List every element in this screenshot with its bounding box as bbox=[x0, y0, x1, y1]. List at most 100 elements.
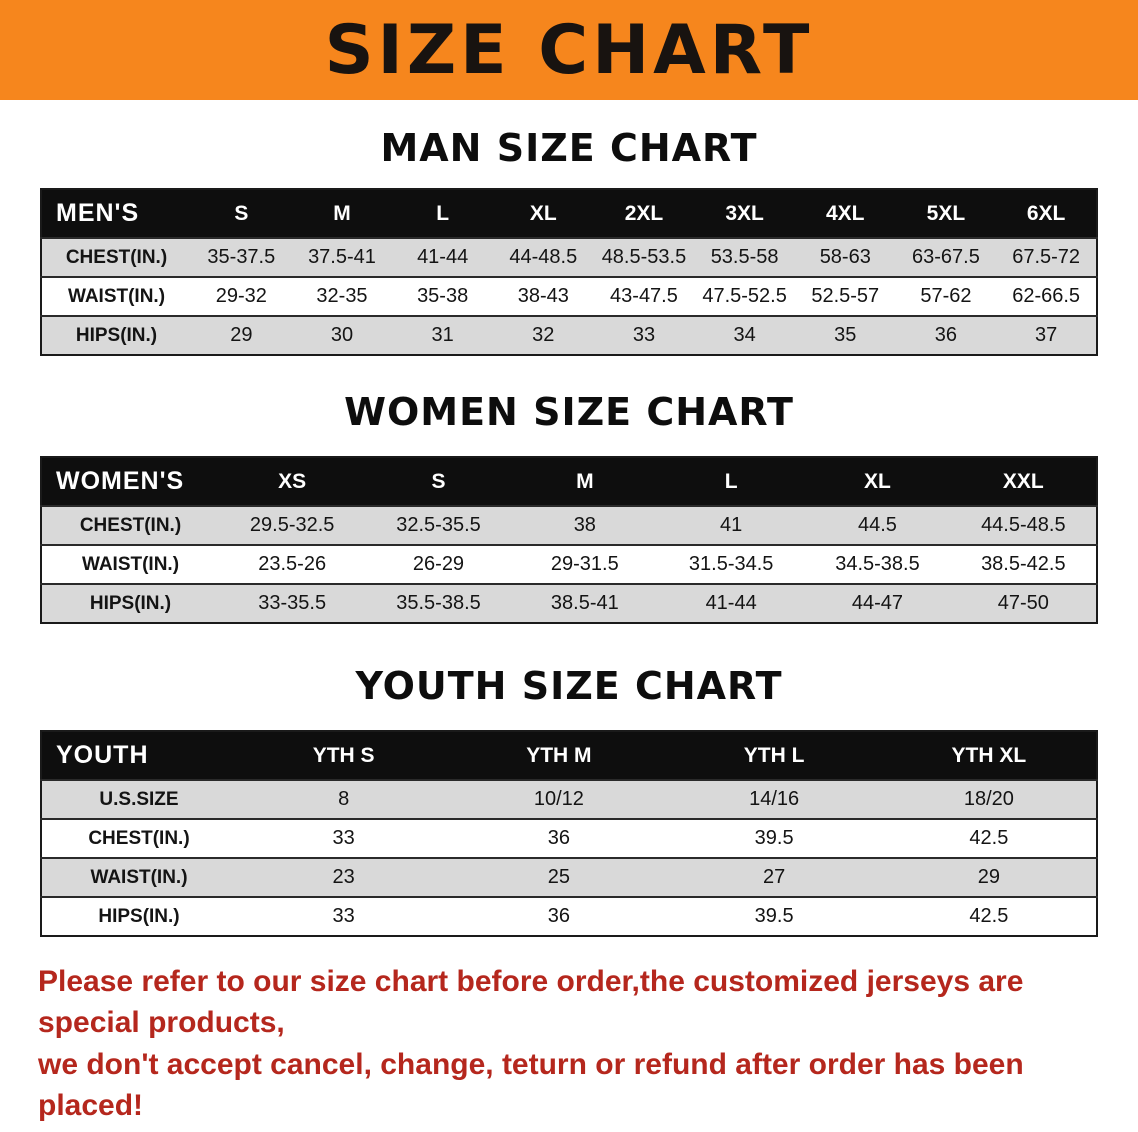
cell-value: 43-47.5 bbox=[593, 276, 695, 316]
cell-value: 29-31.5 bbox=[511, 544, 658, 584]
cell-value: 35-38 bbox=[392, 276, 493, 316]
cell-value: 31 bbox=[392, 315, 493, 355]
cell-value: 36 bbox=[895, 315, 997, 355]
cell-value: 29.5-32.5 bbox=[219, 505, 366, 545]
row-label: HIPS(IN.) bbox=[41, 315, 191, 355]
cell-value: 57-62 bbox=[895, 276, 997, 316]
table-row: U.S.SIZE 8 10/12 14/16 18/20 bbox=[41, 779, 1097, 819]
size-column-header: 3XL bbox=[694, 189, 795, 238]
cell-value: 35-37.5 bbox=[191, 237, 292, 277]
cell-value: 26-29 bbox=[365, 544, 512, 584]
womens-size-chart-table: WOMEN'S XS S M L XL XXL CHEST(IN.) 29.5-32.5 32.5… bbox=[40, 456, 1098, 624]
cell-value: 52.5-57 bbox=[794, 276, 896, 316]
cell-value: 34 bbox=[694, 315, 795, 355]
size-column-header: L bbox=[392, 189, 493, 238]
row-label: CHEST(IN.) bbox=[41, 505, 219, 545]
size-column-header: M bbox=[511, 457, 658, 506]
cell-value: 38.5-42.5 bbox=[950, 544, 1097, 584]
row-label: WAIST(IN.) bbox=[41, 544, 219, 584]
table-corner-label: MEN'S bbox=[41, 189, 191, 238]
table-row: HIPS(IN.) 33-35.5 35.5-38.5 38.5-41 41-44 44-… bbox=[41, 583, 1097, 623]
size-column-header: M bbox=[291, 189, 393, 238]
cell-value: 42.5 bbox=[881, 896, 1097, 936]
cell-value: 29-32 bbox=[191, 276, 292, 316]
cell-value: 23 bbox=[236, 857, 452, 897]
cell-value: 41 bbox=[657, 505, 805, 545]
size-column-header: 6XL bbox=[996, 189, 1097, 238]
cell-value: 32 bbox=[492, 315, 594, 355]
table-row: WAIST(IN.) 23 25 27 29 bbox=[41, 857, 1097, 897]
cell-value: 35.5-38.5 bbox=[365, 583, 512, 623]
table-header-row: YOUTH YTH S YTH M YTH L YTH XL bbox=[41, 731, 1097, 780]
table-row: CHEST(IN.) 29.5-32.5 32.5-35.5 38 41 44.5 44.5… bbox=[41, 505, 1097, 545]
row-label: HIPS(IN.) bbox=[41, 583, 219, 623]
cell-value: 29 bbox=[881, 857, 1097, 897]
cell-value: 25 bbox=[451, 857, 667, 897]
cell-value: 33 bbox=[236, 896, 452, 936]
cell-value: 58-63 bbox=[794, 237, 896, 277]
row-label: WAIST(IN.) bbox=[41, 276, 191, 316]
cell-value: 39.5 bbox=[666, 896, 882, 936]
cell-value: 18/20 bbox=[881, 779, 1097, 819]
size-column-header: YTH XL bbox=[881, 731, 1097, 780]
footer-line-1: Please refer to our size chart before or… bbox=[38, 965, 1024, 1040]
cell-value: 8 bbox=[236, 779, 452, 819]
size-column-header: XL bbox=[804, 457, 951, 506]
cell-value: 10/12 bbox=[451, 779, 667, 819]
footer-line-2: we don't accept cancel, change, teturn o… bbox=[38, 1047, 1024, 1123]
row-label: U.S.SIZE bbox=[41, 779, 236, 819]
cell-value: 34.5-38.5 bbox=[804, 544, 951, 584]
size-column-header: S bbox=[191, 189, 292, 238]
cell-value: 36 bbox=[451, 896, 667, 936]
table-corner-label: WOMEN'S bbox=[41, 457, 219, 506]
cell-value: 30 bbox=[291, 315, 393, 355]
cell-value: 14/16 bbox=[666, 779, 882, 819]
table-row: HIPS(IN.) 29 30 31 32 33 34 35 36 37 bbox=[41, 315, 1097, 355]
cell-value: 53.5-58 bbox=[694, 237, 795, 277]
table-corner-label: YOUTH bbox=[41, 731, 236, 780]
table-row: WAIST(IN.) 29-32 32-35 35-38 38-43 43-47.5 47.… bbox=[41, 276, 1097, 316]
table-row: HIPS(IN.) 33 36 39.5 42.5 bbox=[41, 896, 1097, 936]
banner-title: SIZE CHART bbox=[324, 10, 814, 90]
cell-value: 41-44 bbox=[392, 237, 493, 277]
cell-value: 38.5-41 bbox=[511, 583, 658, 623]
size-column-header: 5XL bbox=[895, 189, 997, 238]
cell-value: 44-47 bbox=[804, 583, 951, 623]
size-column-header: XS bbox=[219, 457, 366, 506]
mens-size-chart-table: MEN'S S M L XL 2XL 3XL 4XL 5XL 6XL CHEST(IN.) 35-37… bbox=[40, 188, 1098, 356]
man-size-chart-title: MAN SIZE CHART bbox=[380, 126, 758, 170]
cell-value: 33 bbox=[236, 818, 452, 858]
row-label: CHEST(IN.) bbox=[41, 818, 236, 858]
cell-value: 62-66.5 bbox=[996, 276, 1097, 316]
cell-value: 36 bbox=[451, 818, 667, 858]
cell-value: 33 bbox=[593, 315, 695, 355]
size-column-header: YTH S bbox=[236, 731, 452, 780]
table-row: CHEST(IN.) 35-37.5 37.5-41 41-44 44-48.5 48.5… bbox=[41, 237, 1097, 277]
cell-value: 44.5-48.5 bbox=[950, 505, 1097, 545]
size-column-header: 2XL bbox=[593, 189, 695, 238]
row-label: CHEST(IN.) bbox=[41, 237, 191, 277]
cell-value: 42.5 bbox=[881, 818, 1097, 858]
table-header-row: MEN'S S M L XL 2XL 3XL 4XL 5XL 6XL bbox=[41, 189, 1097, 238]
cell-value: 32-35 bbox=[291, 276, 393, 316]
cell-value: 48.5-53.5 bbox=[593, 237, 695, 277]
cell-value: 27 bbox=[666, 857, 882, 897]
cell-value: 39.5 bbox=[666, 818, 882, 858]
size-chart-banner: SIZE CHART bbox=[0, 0, 1138, 100]
cell-value: 38 bbox=[511, 505, 658, 545]
size-column-header: S bbox=[365, 457, 512, 506]
cell-value: 37.5-41 bbox=[291, 237, 393, 277]
cell-value: 63-67.5 bbox=[895, 237, 997, 277]
footer-note: Please refer to our size chart before or… bbox=[38, 961, 1100, 1127]
row-label: HIPS(IN.) bbox=[41, 896, 236, 936]
cell-value: 41-44 bbox=[657, 583, 805, 623]
cell-value: 38-43 bbox=[492, 276, 594, 316]
size-column-header: 4XL bbox=[794, 189, 896, 238]
cell-value: 33-35.5 bbox=[219, 583, 366, 623]
size-column-header: XL bbox=[492, 189, 594, 238]
cell-value: 47.5-52.5 bbox=[694, 276, 795, 316]
cell-value: 44-48.5 bbox=[492, 237, 594, 277]
size-column-header: YTH M bbox=[451, 731, 667, 780]
youth-size-chart-title: YOUTH SIZE CHART bbox=[355, 664, 783, 708]
